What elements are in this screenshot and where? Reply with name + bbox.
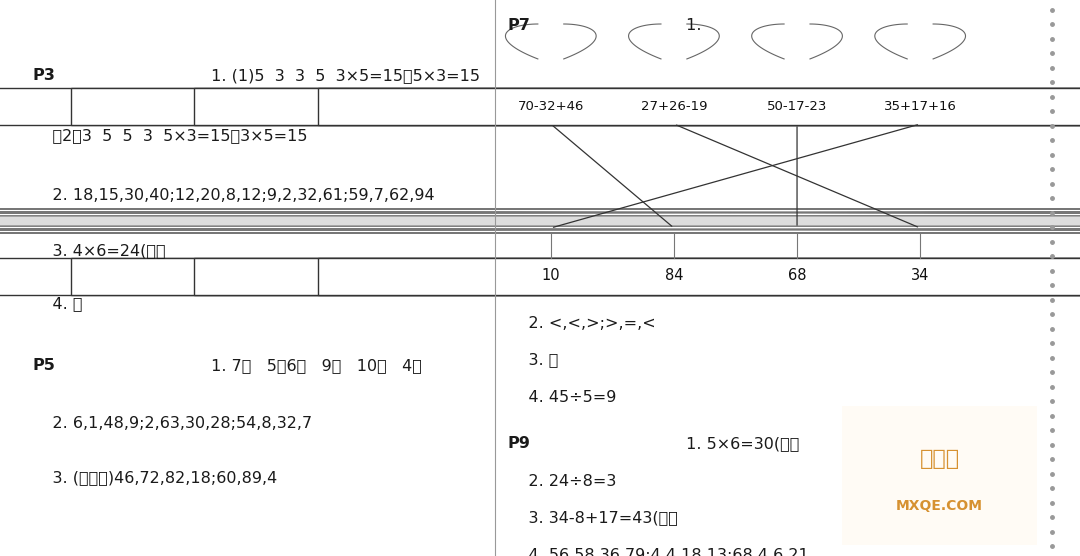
Text: P7: P7	[508, 18, 530, 33]
Circle shape	[0, 216, 1080, 226]
FancyBboxPatch shape	[194, 257, 1080, 295]
Text: 3. (糭式略)46,72,82,18;60,89,4: 3. (糭式略)46,72,82,18;60,89,4	[32, 470, 278, 485]
Text: 70-32+46: 70-32+46	[517, 100, 584, 112]
Text: 2. 18,15,30,40;12,20,8,12;9,2,32,61;59,7,62,94: 2. 18,15,30,40;12,20,8,12;9,2,32,61;59,7…	[32, 188, 435, 203]
Text: 4. 56,58,36,79;4,4,18,13;68,4,6,21: 4. 56,58,36,79;4,4,18,13;68,4,6,21	[508, 548, 808, 556]
Text: P9: P9	[508, 436, 530, 451]
FancyBboxPatch shape	[0, 257, 1080, 295]
FancyBboxPatch shape	[318, 87, 1080, 125]
Text: MXQE.COM: MXQE.COM	[896, 499, 983, 513]
Text: 1.: 1.	[681, 18, 702, 33]
FancyBboxPatch shape	[318, 257, 1080, 295]
Text: 3. 34-8+17=43(只）: 3. 34-8+17=43(只）	[508, 510, 677, 525]
Text: 2. 24÷8=3: 2. 24÷8=3	[508, 474, 616, 489]
Circle shape	[0, 216, 1080, 226]
Text: 2. <,<,>;>,=,<: 2. <,<,>;>,=,<	[508, 315, 656, 330]
Text: 3. 略: 3. 略	[508, 353, 558, 368]
Text: 84: 84	[664, 269, 684, 284]
Circle shape	[0, 216, 1080, 226]
Text: 34: 34	[910, 269, 930, 284]
Text: 2. 6,1,48,9;2,63,30,28;54,8,32,7: 2. 6,1,48,9;2,63,30,28;54,8,32,7	[32, 415, 312, 430]
Text: 1. (1)5  3  3  5  3×5=15或5×3=15: 1. (1)5 3 3 5 3×5=15或5×3=15	[206, 68, 481, 83]
FancyBboxPatch shape	[71, 87, 1080, 125]
Text: 68: 68	[787, 269, 807, 284]
Text: 50-17-23: 50-17-23	[767, 100, 827, 112]
Text: 4. 略: 4. 略	[32, 296, 83, 311]
Text: 4. 45÷5=9: 4. 45÷5=9	[508, 390, 616, 405]
Circle shape	[0, 216, 1080, 226]
Text: 10: 10	[541, 269, 561, 284]
FancyBboxPatch shape	[838, 403, 1041, 548]
Text: 答案卷: 答案卷	[919, 449, 960, 469]
Text: 35+17+16: 35+17+16	[883, 100, 957, 112]
FancyBboxPatch shape	[0, 87, 1080, 125]
Text: （2）3  5  5  3  5×3=15或3×5=15: （2）3 5 5 3 5×3=15或3×5=15	[32, 128, 308, 143]
Text: P5: P5	[32, 359, 55, 374]
Text: P3: P3	[32, 68, 55, 83]
FancyBboxPatch shape	[71, 257, 1080, 295]
Text: 1. 7元   5元6角   9元   10元   4元: 1. 7元 5元6角 9元 10元 4元	[206, 359, 422, 374]
Text: 3. 4×6=24(人）: 3. 4×6=24(人）	[32, 244, 166, 259]
Text: 1. 5×6=30(个）: 1. 5×6=30(个）	[681, 436, 800, 451]
Text: 27+26-19: 27+26-19	[640, 100, 707, 112]
FancyBboxPatch shape	[194, 87, 1080, 125]
